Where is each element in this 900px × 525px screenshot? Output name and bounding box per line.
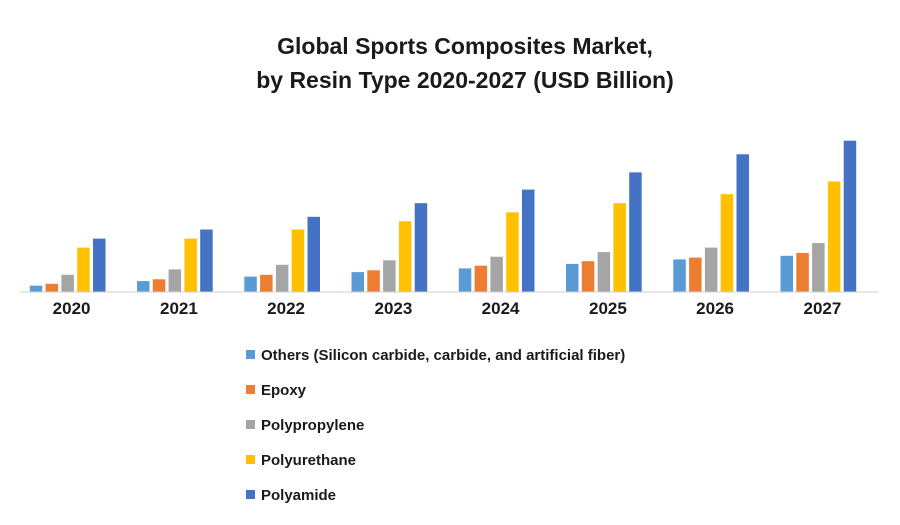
bar-2022-1 (244, 276, 257, 292)
bar-2024-1 (458, 268, 472, 292)
x-tick-label-2023: 2023 (374, 299, 412, 318)
bar-2021-4 (184, 238, 197, 292)
bar-2022-5 (307, 216, 320, 292)
bar-2021-2 (152, 279, 166, 292)
bar-2023-4 (398, 221, 412, 292)
legend-label-3: Polypropylene (261, 417, 364, 434)
bar-2026-5 (736, 154, 749, 292)
legend-swatch-5 (246, 490, 255, 499)
legend-label-5: Polyamide (261, 487, 336, 504)
x-tick-label-2022: 2022 (267, 299, 305, 318)
bar-2022-3 (275, 264, 289, 292)
bar-2021-1 (137, 281, 150, 292)
bar-2023-3 (383, 260, 396, 292)
chart-title-line-2: by Resin Type 2020-2027 (USD Billion) (256, 67, 674, 93)
bar-2024-5 (522, 189, 535, 292)
legend-swatch-2 (246, 385, 255, 394)
bar-2027-1 (780, 255, 793, 292)
bar-2027-4 (827, 181, 841, 292)
legend-swatch-3 (246, 420, 255, 429)
bar-2021-5 (200, 229, 213, 292)
bar-2025-5 (629, 172, 642, 292)
x-tick-label-2026: 2026 (696, 299, 734, 318)
bar-2026-3 (704, 247, 718, 292)
bar-2024-3 (490, 256, 503, 292)
bar-2025-2 (581, 261, 595, 292)
x-tick-label-2027: 2027 (803, 299, 841, 318)
x-axis-ticks: 2020 2021 2022 2023 2024 2025 2026 2027 (53, 299, 842, 318)
bar-2024-4 (506, 212, 519, 292)
x-tick-label-2025: 2025 (589, 299, 627, 318)
bar-2025-4 (613, 203, 626, 292)
bar-2026-4 (720, 194, 734, 292)
legend-label-2: Epoxy (261, 382, 307, 399)
bar-2024-2 (474, 265, 488, 292)
x-tick-label-2020: 2020 (53, 299, 91, 318)
bar-2020-3 (61, 274, 74, 292)
bars-layer (29, 140, 857, 292)
bar-2027-2 (796, 253, 809, 292)
legend-label-1: Others (Silicon carbide, carbide, and ar… (261, 347, 625, 364)
bar-2023-5 (414, 203, 428, 292)
bar-2023-2 (367, 270, 380, 292)
bar-2022-4 (291, 229, 305, 292)
chart-title-line-1: Global Sports Composites Market, (277, 33, 653, 59)
chart-title: Global Sports Composites Market, by Resi… (256, 33, 674, 93)
legend: Others (Silicon carbide, carbide, and ar… (246, 347, 625, 504)
bar-2020-4 (77, 247, 90, 292)
bar-2025-3 (597, 252, 611, 292)
bar-2020-5 (93, 238, 106, 292)
bar-2023-1 (351, 272, 364, 292)
bar-2027-5 (843, 140, 857, 292)
bar-2026-1 (673, 259, 686, 292)
bar-2025-1 (566, 263, 579, 292)
bar-2020-2 (45, 283, 59, 292)
x-tick-label-2021: 2021 (160, 299, 198, 318)
legend-swatch-1 (246, 350, 255, 359)
legend-swatch-4 (246, 455, 255, 464)
bar-2027-3 (812, 243, 825, 292)
bar-2022-2 (260, 274, 273, 292)
bar-2021-3 (168, 269, 182, 292)
legend-label-4: Polyurethane (261, 452, 356, 469)
x-tick-label-2024: 2024 (482, 299, 520, 318)
bar-2026-2 (689, 257, 702, 292)
bar-2020-1 (29, 285, 43, 292)
